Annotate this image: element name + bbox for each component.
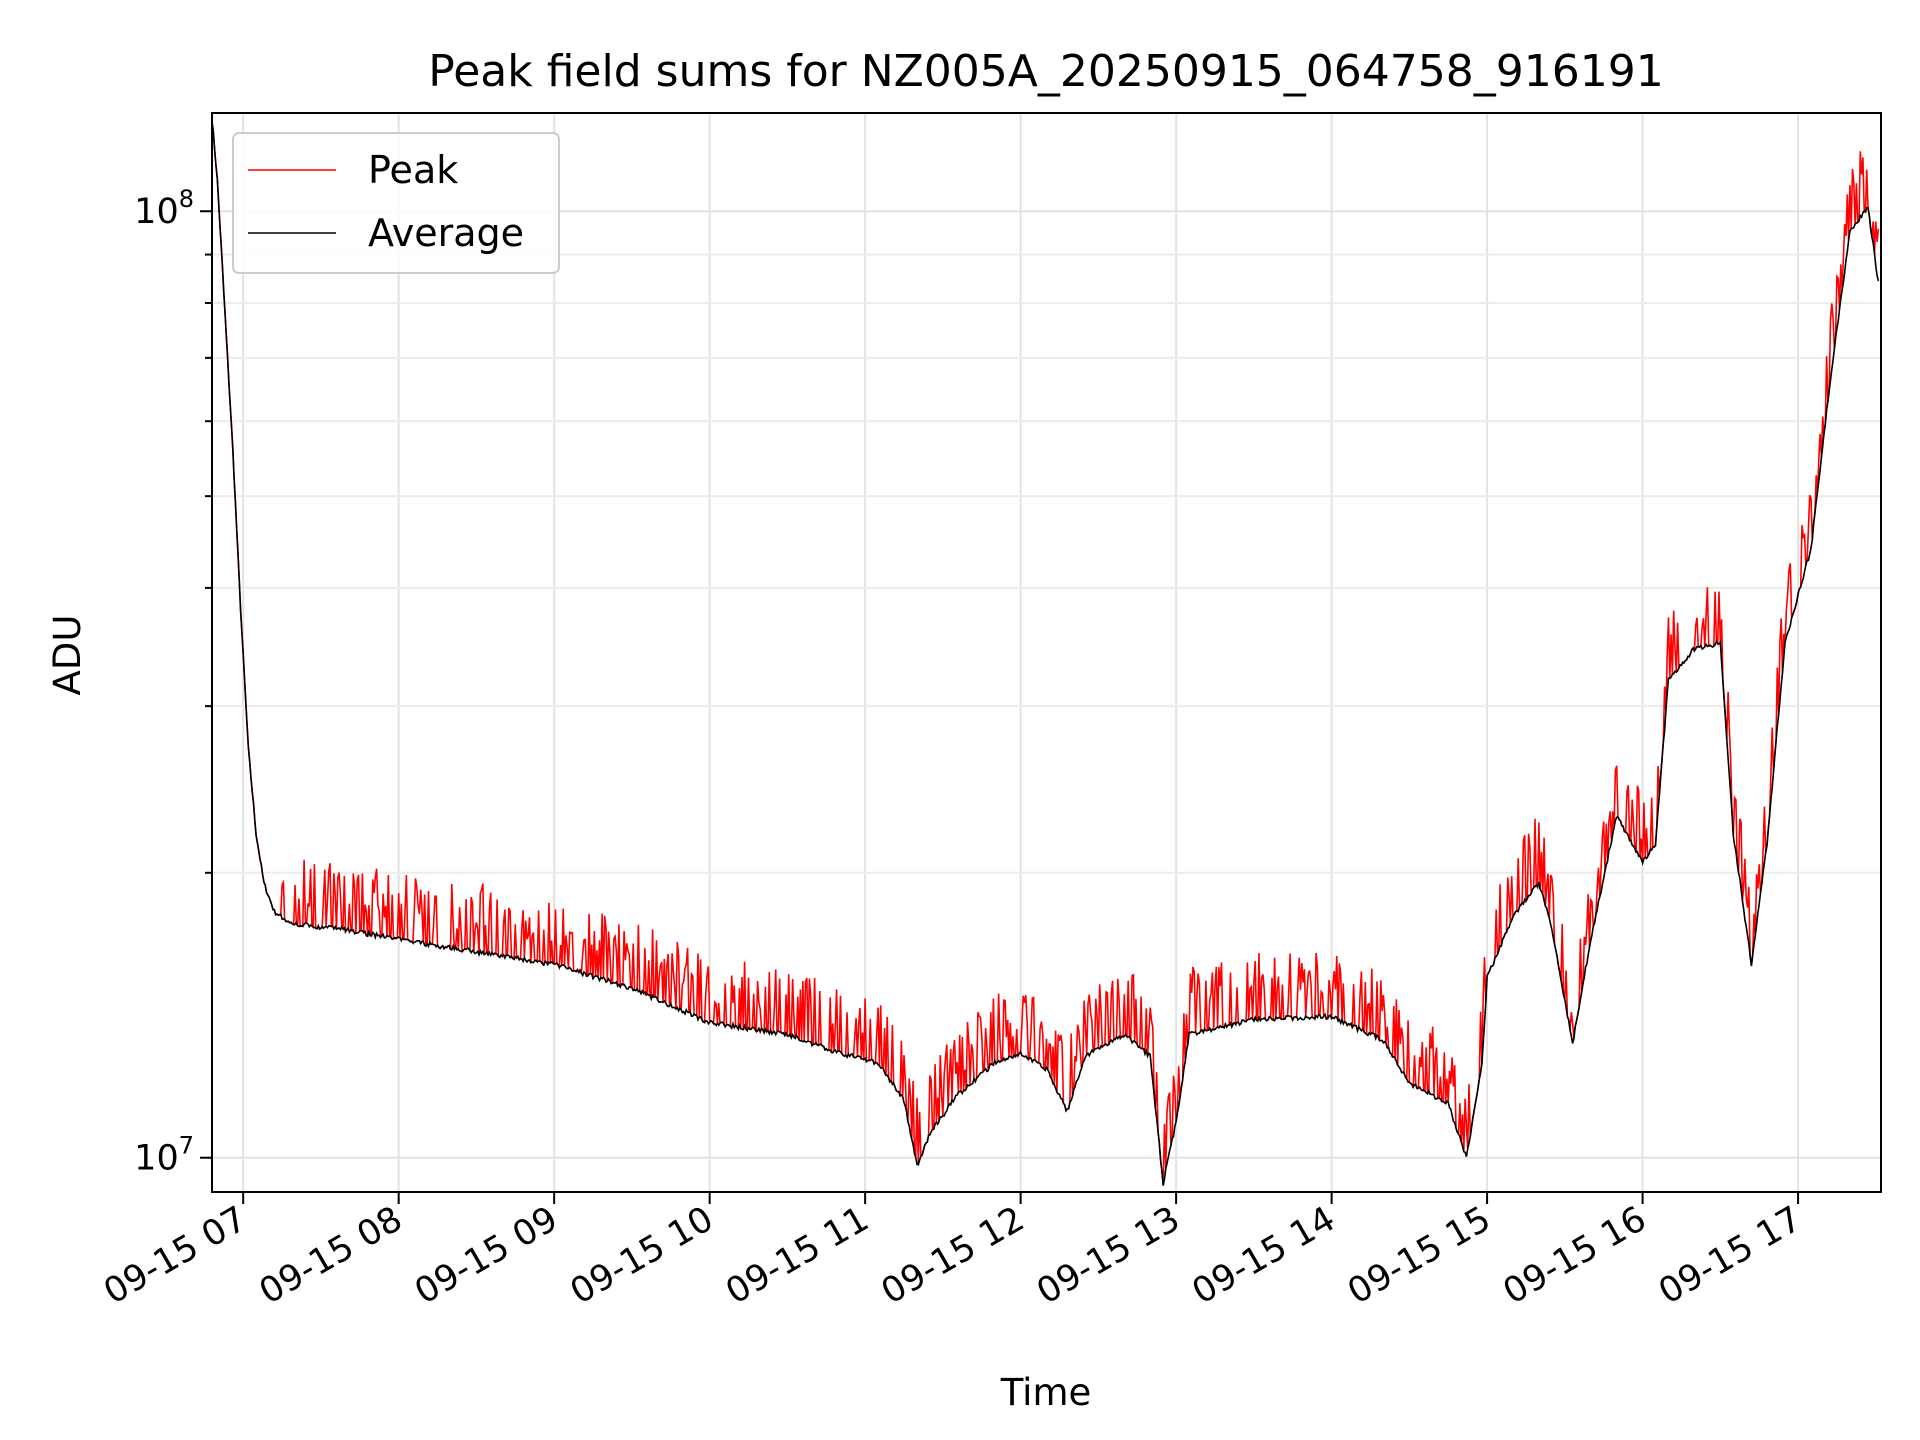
plot-frame bbox=[211, 112, 1882, 1193]
legend-average-label: Average bbox=[368, 211, 524, 255]
y-axis-label: ADU bbox=[46, 615, 89, 696]
legend-box bbox=[232, 132, 560, 274]
y-tick-label-exponent: 7 bbox=[179, 1132, 194, 1160]
y-tick-label-exponent: 8 bbox=[179, 185, 194, 213]
y-tick-label: 108 bbox=[134, 185, 194, 232]
y-tick-label: 107 bbox=[134, 1132, 194, 1179]
average-series-line bbox=[211, 121, 1880, 1186]
legend: Peak Average bbox=[232, 132, 560, 274]
x-axis-label: Time bbox=[1000, 1371, 1092, 1414]
legend-peak-label: Peak bbox=[368, 148, 458, 192]
grid-lines bbox=[212, 113, 1881, 1192]
series-layer bbox=[211, 121, 1880, 1186]
chart-title: Peak field sums for NZ005A_20250915_0647… bbox=[428, 46, 1663, 97]
y-tick-label-base: 10 bbox=[134, 192, 179, 232]
y-tick-label-base: 10 bbox=[134, 1139, 179, 1179]
